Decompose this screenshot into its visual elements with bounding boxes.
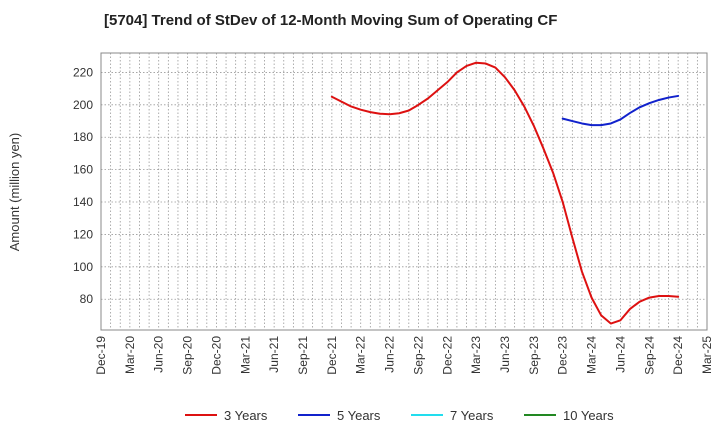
x-tick-label: Mar-23 — [469, 336, 483, 374]
x-tick-label: Dec-19 — [94, 336, 108, 375]
x-tick-label: Dec-20 — [209, 336, 223, 375]
plot-area — [100, 52, 708, 331]
x-tick-label: Dec-22 — [440, 336, 454, 375]
x-tick-label: Jun-24 — [613, 336, 627, 373]
y-tick-label: 80 — [80, 292, 94, 306]
x-tick-label: Mar-25 — [700, 336, 714, 374]
series-line-5-years — [561, 94, 680, 127]
axis-ticks: 80 100 120 140 160 180 200 220 Dec-19 Mar-20 Jun-2… — [73, 65, 714, 374]
x-tick-label: Sep-21 — [296, 336, 310, 375]
legend-label: 5 Years — [337, 408, 381, 423]
x-tick-label: Dec-23 — [556, 336, 570, 375]
legend-label: 3 Years — [224, 408, 268, 423]
legend-label: 7 Years — [450, 408, 494, 423]
x-tick-label: Jun-23 — [498, 336, 512, 373]
x-tick-label: Mar-24 — [585, 336, 599, 374]
x-tick-label: Sep-22 — [411, 336, 425, 375]
y-tick-label: 100 — [73, 260, 93, 274]
x-tick-label: Mar-21 — [238, 336, 252, 374]
x-tick-label: Sep-20 — [181, 336, 195, 375]
x-tick-label: Dec-24 — [671, 336, 685, 375]
y-tick-label: 220 — [73, 65, 93, 79]
gridlines — [101, 53, 707, 330]
chart-title: [5704] Trend of StDev of 12-Month Moving… — [104, 12, 558, 29]
legend-label: 10 Years — [563, 408, 614, 423]
x-tick-label: Mar-20 — [123, 336, 137, 374]
legend: 3 Years 5 Years 7 Years 10 Years — [185, 408, 614, 423]
y-tick-label: 160 — [73, 163, 93, 177]
x-tick-label: Sep-23 — [527, 336, 541, 375]
y-tick-label: 200 — [73, 98, 93, 112]
x-tick-label: Dec-21 — [325, 336, 339, 375]
y-axis-title: Amount (million yen) — [7, 133, 22, 252]
series-line-3-years — [330, 61, 680, 325]
x-tick-label: Jun-20 — [152, 336, 166, 373]
series-lines — [330, 61, 680, 325]
y-tick-label: 180 — [73, 130, 93, 144]
x-tick-label: Jun-21 — [267, 336, 281, 373]
y-tick-label: 140 — [73, 195, 93, 209]
x-tick-label: Sep-24 — [642, 336, 656, 375]
x-tick-label: Mar-22 — [354, 336, 368, 374]
y-tick-label: 120 — [73, 227, 93, 241]
x-tick-label: Jun-22 — [383, 336, 397, 373]
